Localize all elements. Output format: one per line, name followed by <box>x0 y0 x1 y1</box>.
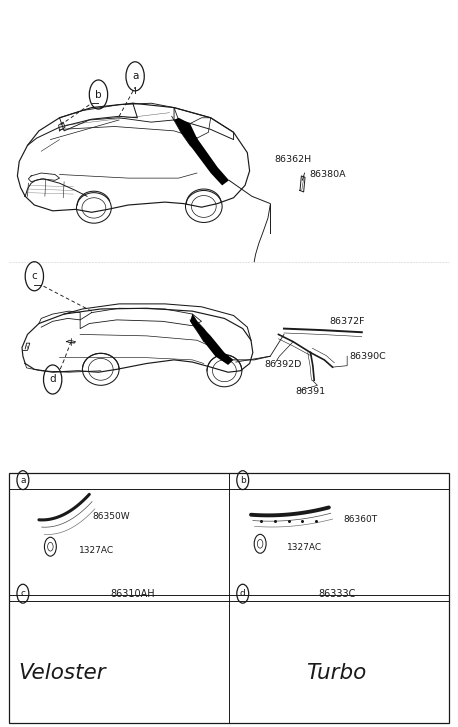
Text: Turbo: Turbo <box>306 663 367 683</box>
Text: 86380A: 86380A <box>309 170 346 179</box>
Text: 1327AC: 1327AC <box>287 543 322 552</box>
Text: 1327AC: 1327AC <box>79 546 114 555</box>
Text: d: d <box>240 589 245 598</box>
Polygon shape <box>190 314 234 365</box>
Text: 86333C: 86333C <box>318 589 355 599</box>
Text: 86310AH: 86310AH <box>110 589 155 599</box>
Text: a: a <box>132 71 138 81</box>
Text: b: b <box>95 89 102 100</box>
Text: c: c <box>21 589 25 598</box>
Text: b: b <box>240 475 245 485</box>
Text: 86392D: 86392D <box>265 361 302 369</box>
Text: Veloster: Veloster <box>18 663 106 683</box>
Text: 86390C: 86390C <box>349 352 386 361</box>
Text: 86350W: 86350W <box>93 512 130 521</box>
Text: 86360T: 86360T <box>344 515 378 523</box>
Text: 86362H: 86362H <box>274 156 311 164</box>
Text: a: a <box>20 475 26 485</box>
Polygon shape <box>174 118 229 185</box>
Text: 86391: 86391 <box>295 387 326 395</box>
Text: 86372F: 86372F <box>330 317 365 326</box>
Text: d: d <box>49 374 56 385</box>
Text: c: c <box>32 271 37 281</box>
FancyBboxPatch shape <box>9 473 449 723</box>
